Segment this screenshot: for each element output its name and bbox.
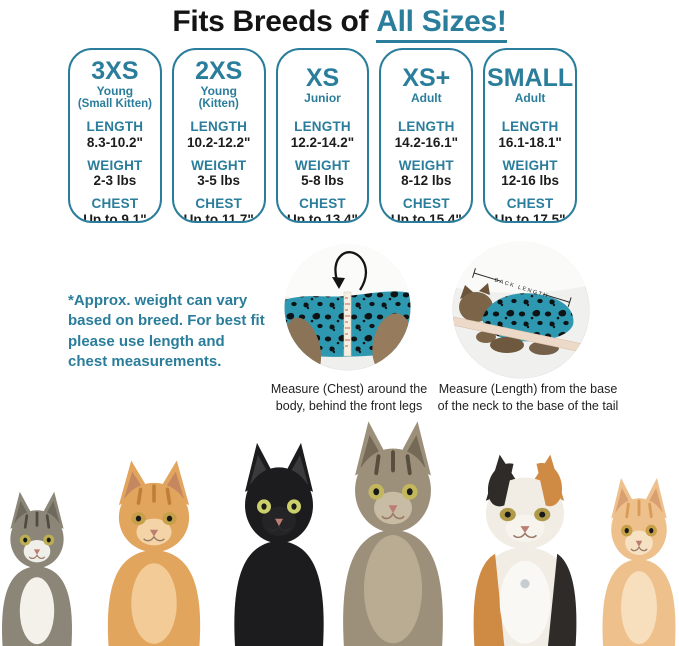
measuring-tape xyxy=(343,291,352,357)
weight-spec: WEIGHT 5-8 lbs xyxy=(278,158,368,190)
weight-spec: WEIGHT 8-12 lbs xyxy=(381,158,471,190)
length-value: 12.2-14.2" xyxy=(290,134,355,150)
length-spec: LENGTH 12.2-14.2" xyxy=(278,119,368,151)
cat-photo-light-orange-tabby xyxy=(590,474,679,646)
cat-ear xyxy=(460,285,474,299)
weight-spec: WEIGHT 3-5 lbs xyxy=(174,158,264,190)
cat-ear xyxy=(479,283,490,295)
length-value: 10.2-12.2" xyxy=(186,134,251,150)
length-measure-caption: Measure (Length) from the base of the ne… xyxy=(437,382,619,413)
weight-label: WEIGHT xyxy=(294,157,351,173)
chest-spec: CHEST Up to 15.4" (39 cm) xyxy=(381,196,471,223)
weight-label: WEIGHT xyxy=(87,157,143,173)
chest-label: CHEST xyxy=(506,196,554,212)
weight-value: 5-8 lbs xyxy=(301,173,344,189)
cat-photo-maine-coon xyxy=(326,416,460,646)
size-card-2xs: 2XS Young (Kitten) LENGTH 10.2-12.2" WEI… xyxy=(171,48,266,223)
size-age: Young xyxy=(96,84,134,99)
weight-value: 8-12 lbs xyxy=(401,173,452,189)
length-label: LENGTH xyxy=(294,119,351,134)
size-card-small: SMALL Adult LENGTH 16.1-18.1" WEIGHT 12-… xyxy=(483,48,577,223)
size-cards-row: 3XS Young (Small Kitten) LENGTH 8.3-10.2… xyxy=(68,48,577,223)
card-header: SMALL Adult xyxy=(485,58,575,112)
title-prefix: Fits Breeds of xyxy=(172,5,369,38)
size-name: XS+ xyxy=(402,63,451,92)
chest-measurement-photo xyxy=(284,244,411,371)
card-header: 3XS Young (Small Kitten) xyxy=(70,58,160,112)
chest-value: Up to 15.4" xyxy=(390,211,462,223)
card-header: XS Junior xyxy=(278,58,368,112)
size-card-xs-plus: XS+ Adult LENGTH 14.2-16.1" WEIGHT 8-12 … xyxy=(379,48,474,223)
cat-photo-orange-tabby xyxy=(92,456,216,646)
page-title: Fits Breeds of All Sizes! xyxy=(0,5,679,43)
chest-label: CHEST xyxy=(91,196,139,212)
weight-value: 12-16 lbs xyxy=(501,173,559,189)
weight-label: WEIGHT xyxy=(191,157,247,173)
cat-paw xyxy=(476,331,496,343)
length-value: 8.3-10.2" xyxy=(86,134,143,150)
arrowhead xyxy=(332,277,345,289)
length-label: LENGTH xyxy=(397,119,455,134)
size-age: Adult xyxy=(410,90,442,105)
cat-photo-calico xyxy=(456,450,594,646)
size-age: Adult xyxy=(514,90,546,105)
chest-value: Up to 11.7" xyxy=(183,211,254,223)
size-name: XS xyxy=(305,63,340,92)
card-header: XS+ Adult xyxy=(381,58,471,112)
chest-label: CHEST xyxy=(402,196,450,212)
chest-spec: CHEST Up to 13.4" (34 cm) xyxy=(278,196,368,223)
weight-spec: WEIGHT 2-3 lbs xyxy=(70,158,160,190)
note-line: based on breed. For best fit xyxy=(68,312,265,330)
chest-value: Up to 9.1" xyxy=(83,211,147,223)
curved-arrow xyxy=(334,251,367,291)
length-label: LENGTH xyxy=(86,119,144,134)
chest-measure-caption: Measure (Chest) around the body, behind … xyxy=(270,382,428,413)
size-age: Junior xyxy=(304,90,341,105)
size-age: Young xyxy=(200,84,237,99)
weight-value: 2-3 lbs xyxy=(93,173,137,189)
cat-paw xyxy=(490,337,524,353)
length-measurement-photo: BACK LENGTH xyxy=(452,241,590,379)
weight-disclaimer-note: *Approx. weight can vary based on breed.… xyxy=(68,291,265,372)
chest-label: CHEST xyxy=(299,196,346,212)
chest-value: Up to 17.5" xyxy=(494,211,566,223)
weight-value: 3-5 lbs xyxy=(197,173,241,189)
length-label: LENGTH xyxy=(501,119,559,134)
chest-label: CHEST xyxy=(195,196,243,212)
length-spec: LENGTH 16.1-18.1" xyxy=(485,119,575,151)
length-value: 14.2-16.1" xyxy=(394,134,459,150)
length-spec: LENGTH 14.2-16.1" xyxy=(381,119,471,151)
chest-value: Up to 13.4" xyxy=(287,211,358,223)
chest-spec: CHEST Up to 9.1" (23 cm) xyxy=(70,196,160,223)
size-age-2: (Kitten) xyxy=(198,98,239,111)
size-name: 2XS xyxy=(195,56,243,85)
note-line: *Approx. weight can vary xyxy=(68,292,248,309)
chest-spec: CHEST Up to 17.5" (45 cm) xyxy=(485,196,575,223)
weight-label: WEIGHT xyxy=(398,157,454,173)
size-age-2: (Small Kitten) xyxy=(77,98,152,111)
cat-photo-black-longhair xyxy=(219,438,339,646)
length-spec: LENGTH 8.3-10.2" xyxy=(70,119,160,151)
note-line: please use length and xyxy=(68,332,225,350)
size-card-3xs: 3XS Young (Small Kitten) LENGTH 8.3-10.2… xyxy=(68,48,162,223)
weight-spec: WEIGHT 12-16 lbs xyxy=(485,158,575,190)
size-card-xs: XS Junior LENGTH 12.2-14.2" WEIGHT 5-8 l… xyxy=(275,48,370,223)
title-highlight: All Sizes! xyxy=(376,5,507,43)
card-header: 2XS Young (Kitten) xyxy=(174,58,264,112)
size-name: 3XS xyxy=(91,56,139,85)
cat-photo-tabby-kitten xyxy=(0,488,84,646)
chest-spec: CHEST Up to 11.7" (30 cm) xyxy=(174,196,264,223)
length-label: LENGTH xyxy=(190,119,248,134)
note-line: chest measurements. xyxy=(68,352,222,370)
length-value: 16.1-18.1" xyxy=(498,134,562,150)
size-name: SMALL xyxy=(487,63,574,92)
length-spec: LENGTH 10.2-12.2" xyxy=(174,119,264,151)
pendant-charm xyxy=(520,579,530,589)
weight-label: WEIGHT xyxy=(502,157,558,173)
